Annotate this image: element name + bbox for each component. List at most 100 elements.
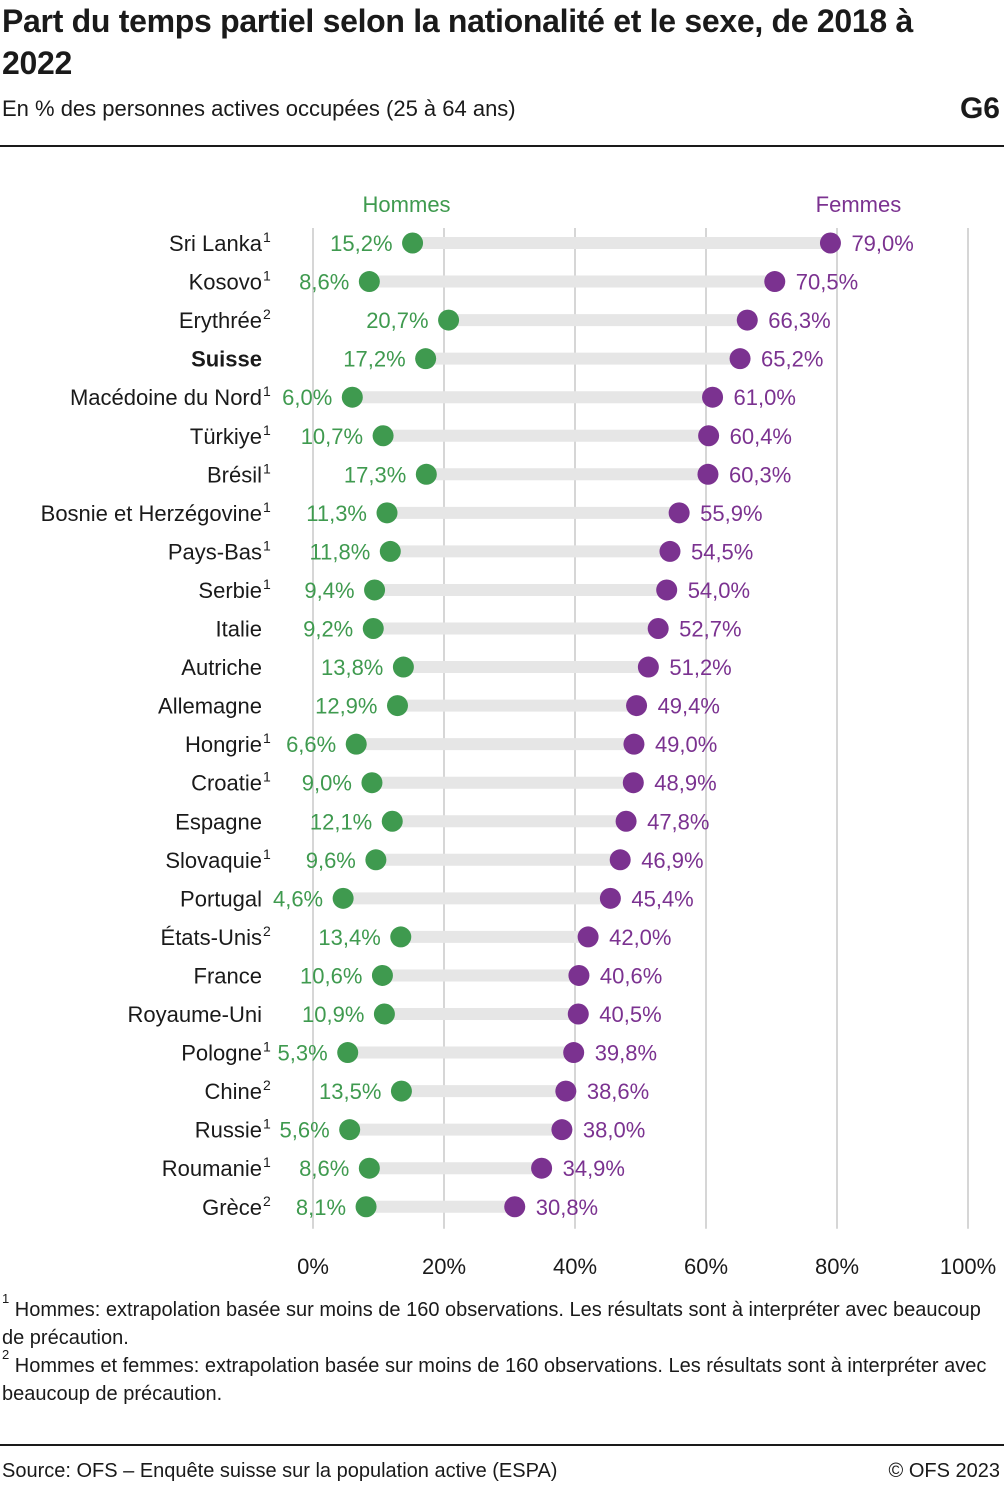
women-point <box>736 309 758 331</box>
women-point <box>659 540 681 562</box>
men-point <box>345 733 367 755</box>
category-label: Brésil <box>207 462 262 487</box>
category-label: Suisse <box>191 347 262 372</box>
women-value-label: 30,8% <box>536 1195 598 1220</box>
women-point <box>504 1196 526 1218</box>
footnote-marker: 1 <box>263 576 271 592</box>
men-point <box>371 964 393 986</box>
category-label: France <box>194 963 262 988</box>
women-point <box>623 733 645 755</box>
women-point <box>599 887 621 909</box>
category-label: Kosovo <box>189 270 262 295</box>
men-point <box>372 425 394 447</box>
men-point <box>392 656 414 678</box>
men-point <box>390 1080 412 1102</box>
women-value-label: 48,9% <box>654 771 716 796</box>
women-point <box>568 964 590 986</box>
category-label: Allemagne <box>158 694 262 719</box>
footnote-marker: 1 <box>263 460 271 476</box>
women-value-label: 65,2% <box>761 347 823 372</box>
women-value-label: 40,5% <box>599 1002 661 1027</box>
x-tick-label: 0% <box>297 1254 329 1279</box>
row-br-sil: Brésil 1 17,3% 60,3% <box>207 460 791 487</box>
men-value-label: 8,6% <box>299 270 349 295</box>
women-point <box>637 656 659 678</box>
men-point <box>376 502 398 524</box>
men-value-label: 11,3% <box>306 501 367 526</box>
footnote-marker: 1 <box>263 537 271 553</box>
row-roumanie: Roumanie 1 8,6% 34,9% <box>162 1154 625 1181</box>
x-tick-label: 20% <box>422 1254 466 1279</box>
women-value-label: 39,8% <box>595 1041 657 1066</box>
row-bosnie-et-herz-govine: Bosnie et Herzégovine 1 11,3% 55,9% <box>41 499 763 526</box>
women-value-label: 54,0% <box>688 578 750 603</box>
women-value-label: 61,0% <box>734 385 796 410</box>
footnote-marker: 1 <box>263 383 271 399</box>
women-point <box>697 463 719 485</box>
footnote-marker: 1 <box>263 422 271 438</box>
women-value-label: 40,6% <box>600 963 662 988</box>
x-tick-label: 80% <box>815 1254 859 1279</box>
row-hongrie: Hongrie 1 6,6% 49,0% <box>185 730 717 757</box>
women-value-label: 60,3% <box>729 462 791 487</box>
row-t-rkiye: Türkiye 1 10,7% 60,4% <box>190 422 792 449</box>
men-value-label: 9,6% <box>306 848 356 873</box>
women-point <box>615 810 637 832</box>
top-divider <box>0 145 1004 147</box>
men-value-label: 15,2% <box>330 231 392 256</box>
row-croatie: Croatie 1 9,0% 48,9% <box>191 769 717 796</box>
category-label: Macédoine du Nord <box>70 385 262 410</box>
row-italie: Italie 9,2% 52,7% <box>216 617 742 642</box>
men-point <box>373 1003 395 1025</box>
men-point <box>364 579 386 601</box>
footnote-marker: 1 <box>263 769 271 785</box>
women-value-label: 70,5% <box>796 270 858 295</box>
footnote-marker: 1 <box>263 268 271 284</box>
men-value-label: 12,9% <box>315 694 377 719</box>
row-sri-lanka: Sri Lanka 1 15,2% 79,0% <box>169 229 914 256</box>
men-point <box>361 772 383 794</box>
men-value-label: 5,3% <box>278 1041 328 1066</box>
men-point <box>386 695 408 717</box>
men-point <box>438 309 460 331</box>
men-point <box>381 810 403 832</box>
row-erythr-e: Erythrée 2 20,7% 66,3% <box>179 306 831 333</box>
women-value-label: 60,4% <box>730 424 792 449</box>
row-pologne: Pologne 1 5,3% 39,8% <box>181 1039 657 1066</box>
copyright-note: © OFS 2023 <box>888 1460 1000 1482</box>
category-label: Erythrée <box>179 308 262 333</box>
x-tick-label: 100% <box>940 1254 996 1279</box>
row-mac-doine-du-nord: Macédoine du Nord 1 6,0% 61,0% <box>70 383 796 410</box>
legend-label-women: Femmes <box>816 192 902 217</box>
row-portugal: Portugal 4,6% 45,4% <box>180 886 694 911</box>
chart-title: Part du temps partiel selon la nationali… <box>2 3 913 81</box>
women-point <box>622 772 644 794</box>
category-label: Bosnie et Herzégovine <box>41 501 262 526</box>
women-value-label: 46,9% <box>641 848 703 873</box>
row-royaume-uni: Royaume-Uni 10,9% 40,5% <box>128 1002 662 1027</box>
men-point <box>337 1042 359 1064</box>
category-label: Pologne <box>181 1041 262 1066</box>
category-label: Croatie <box>191 771 262 796</box>
men-point <box>390 926 412 948</box>
men-value-label: 9,0% <box>302 771 352 796</box>
men-point <box>339 1119 361 1141</box>
category-label: Roumanie <box>162 1156 262 1181</box>
footnotes: 1 Hommes: extrapolation basée sur moins … <box>2 1292 992 1408</box>
men-value-label: 6,6% <box>286 732 336 757</box>
row-espagne: Espagne 12,1% 47,8% <box>175 809 709 834</box>
men-value-label: 4,6% <box>273 886 323 911</box>
category-label: Grèce <box>202 1195 262 1220</box>
women-value-label: 45,4% <box>631 886 693 911</box>
row-russie: Russie 1 5,6% 38,0% <box>195 1116 646 1143</box>
women-point <box>698 425 720 447</box>
women-point <box>626 695 648 717</box>
women-point <box>531 1157 553 1179</box>
footnote-marker: 1 <box>263 846 271 862</box>
women-value-label: 66,3% <box>768 308 830 333</box>
men-value-label: 20,7% <box>366 308 428 333</box>
footnote-marker: 2 <box>263 1193 271 1209</box>
chart-id-label: G6 <box>959 92 1000 125</box>
footnote-marker: 1 <box>263 730 271 746</box>
